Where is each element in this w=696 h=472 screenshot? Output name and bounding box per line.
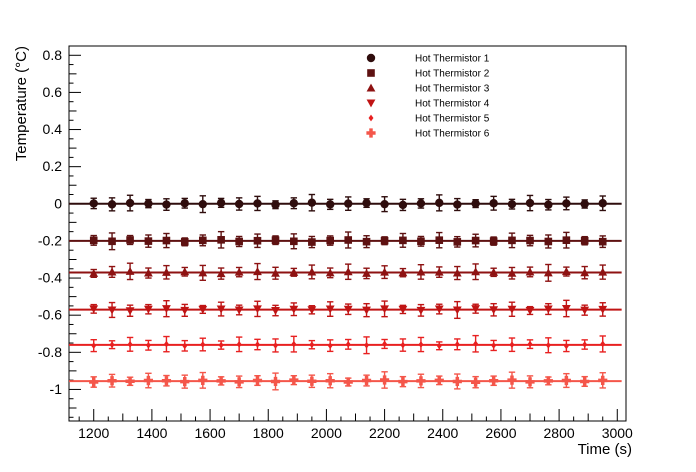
x-tick-label: 1400: [136, 425, 167, 441]
y-tick-label: 0.2: [43, 158, 63, 174]
x-tick-label: 2200: [369, 425, 400, 441]
x-tick-label: 3000: [602, 425, 633, 441]
y-tick-label: -0.6: [38, 307, 62, 323]
legend-label: Hot Thermistor 4: [415, 99, 490, 110]
plot-frame: [68, 45, 627, 422]
x-tick-label: 2000: [311, 425, 342, 441]
series-hot-thermistor-3: [69, 262, 622, 282]
x-tick-label: 1800: [253, 425, 284, 441]
series-hot-thermistor-2: [69, 230, 622, 251]
triangle-down-marker-icon: [366, 99, 376, 108]
y-tick-label: -0.4: [38, 270, 62, 286]
square-marker-icon: [367, 69, 375, 77]
legend-entry-4: Hot Thermistor 4: [366, 99, 490, 110]
legend-label: Hot Thermistor 1: [415, 54, 490, 65]
circle-marker-icon: [366, 53, 376, 63]
series-hot-thermistor-4: [69, 299, 622, 320]
diamond-marker-icon: [368, 114, 374, 122]
y-axis-ticks: [69, 45, 81, 418]
series-hot-thermistor-5: [69, 334, 622, 355]
triangle-up-marker-icon: [366, 83, 376, 92]
y-tick-label: -1: [50, 381, 63, 397]
legend-label: Hot Thermistor 2: [415, 69, 490, 80]
legend-label: Hot Thermistor 3: [415, 84, 490, 95]
legend-entry-3: Hot Thermistor 3: [366, 83, 490, 95]
y-tick-label: -0.8: [38, 344, 62, 360]
y-tick-label: 0: [54, 195, 62, 211]
legend-entry-6: Hot Thermistor 6: [366, 128, 490, 140]
x-tick-label: 2600: [485, 425, 516, 441]
plus-marker-icon: [366, 128, 376, 138]
x-axis-ticks: [78, 409, 618, 421]
x-tick-label: 1600: [194, 425, 225, 441]
legend-label: Hot Thermistor 6: [415, 129, 490, 140]
legend-entry-5: Hot Thermistor 5: [368, 114, 490, 125]
series-hot-thermistor-6: [69, 371, 622, 391]
x-tick-label: 2400: [427, 425, 458, 441]
legend: Hot Thermistor 1 Hot Thermistor 2 Hot Ther…: [366, 53, 490, 140]
legend-label: Hot Thermistor 5: [415, 114, 490, 125]
series-hot-thermistor-1: [69, 193, 622, 214]
y-tick-label: 0.4: [43, 121, 63, 137]
y-tick-label: 0.6: [43, 84, 63, 100]
x-tick-label: 1200: [78, 425, 109, 441]
legend-entry-2: Hot Thermistor 2: [367, 69, 490, 80]
legend-entry-1: Hot Thermistor 1: [366, 53, 490, 65]
y-tick-label: 0.8: [43, 47, 63, 63]
y-axis-title: Temperature (°C): [13, 46, 30, 161]
x-tick-label: 2800: [544, 425, 575, 441]
y-tick-label: -0.2: [38, 232, 62, 248]
x-axis-title: Time (s): [578, 441, 632, 458]
